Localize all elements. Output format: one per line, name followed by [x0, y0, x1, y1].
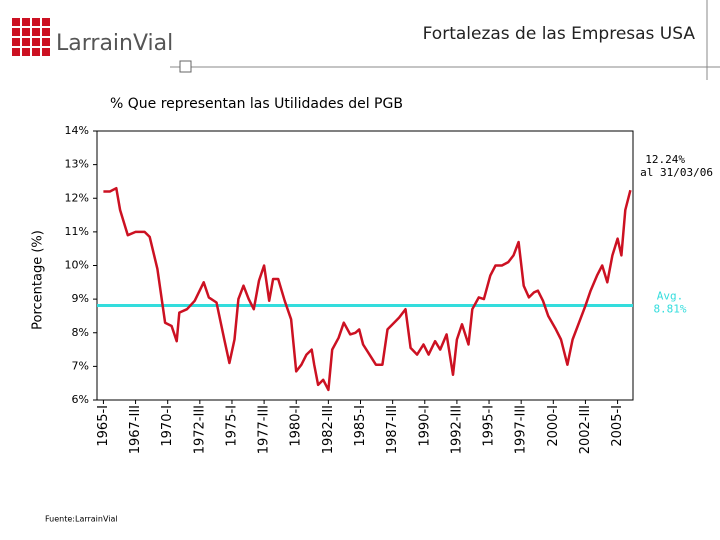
x-tick-label: 1997-III — [514, 405, 529, 454]
y-tick-label: 9% — [72, 292, 89, 305]
x-tick-label: 1967-III — [128, 405, 143, 454]
y-tick-label: 13% — [65, 158, 89, 171]
y-axis-label: Porcentage (%) — [31, 230, 46, 330]
y-tick-label: 6% — [72, 393, 89, 406]
logo-text: LarrainVial — [56, 31, 173, 56]
x-tick-label: 1985-I — [353, 405, 368, 447]
x-tick-label: 1975-I — [224, 405, 239, 447]
logo-mark — [12, 18, 50, 56]
x-tick-label: 1980-I — [289, 405, 304, 447]
y-tick-label: 10% — [65, 259, 89, 272]
subtitle: % Que representan las Utilidades del PGB — [110, 96, 403, 112]
x-tick-label: 1965-I — [96, 405, 111, 447]
x-tick-label: 2005-I — [610, 405, 625, 447]
y-tick-label: 11% — [65, 225, 89, 238]
average-label: Avg. — [657, 290, 684, 303]
x-tick-label: 1987-III — [385, 405, 400, 454]
y-tick-label: 8% — [72, 326, 89, 339]
x-tick-label: 1972-III — [192, 405, 207, 454]
last-date: al 31/03/06 — [640, 166, 713, 179]
y-tick-label: 12% — [65, 191, 89, 204]
x-tick-label: 1982-III — [321, 405, 336, 454]
slide-title: Fortalezas de las Empresas USA — [423, 24, 696, 44]
y-tick-label: 7% — [72, 359, 89, 372]
x-tick-label: 1990-I — [417, 405, 432, 447]
x-tick-label: 1970-I — [160, 405, 175, 447]
x-tick-label: 1995-I — [482, 405, 497, 447]
source: Fuente:LarrainVial — [45, 515, 118, 524]
x-tick-label: 1977-III — [257, 405, 272, 454]
x-tick-label: 2002-III — [578, 405, 593, 454]
series-line — [103, 186, 632, 392]
last-value: 12.24% — [645, 153, 685, 166]
y-tick-label: 14% — [65, 124, 89, 137]
plot-frame — [96, 130, 634, 401]
title-square — [179, 60, 192, 73]
x-tick-label: 1992-III — [449, 405, 464, 454]
x-tick-label: 2000-I — [546, 405, 561, 447]
average-value: 8.81% — [653, 303, 686, 316]
